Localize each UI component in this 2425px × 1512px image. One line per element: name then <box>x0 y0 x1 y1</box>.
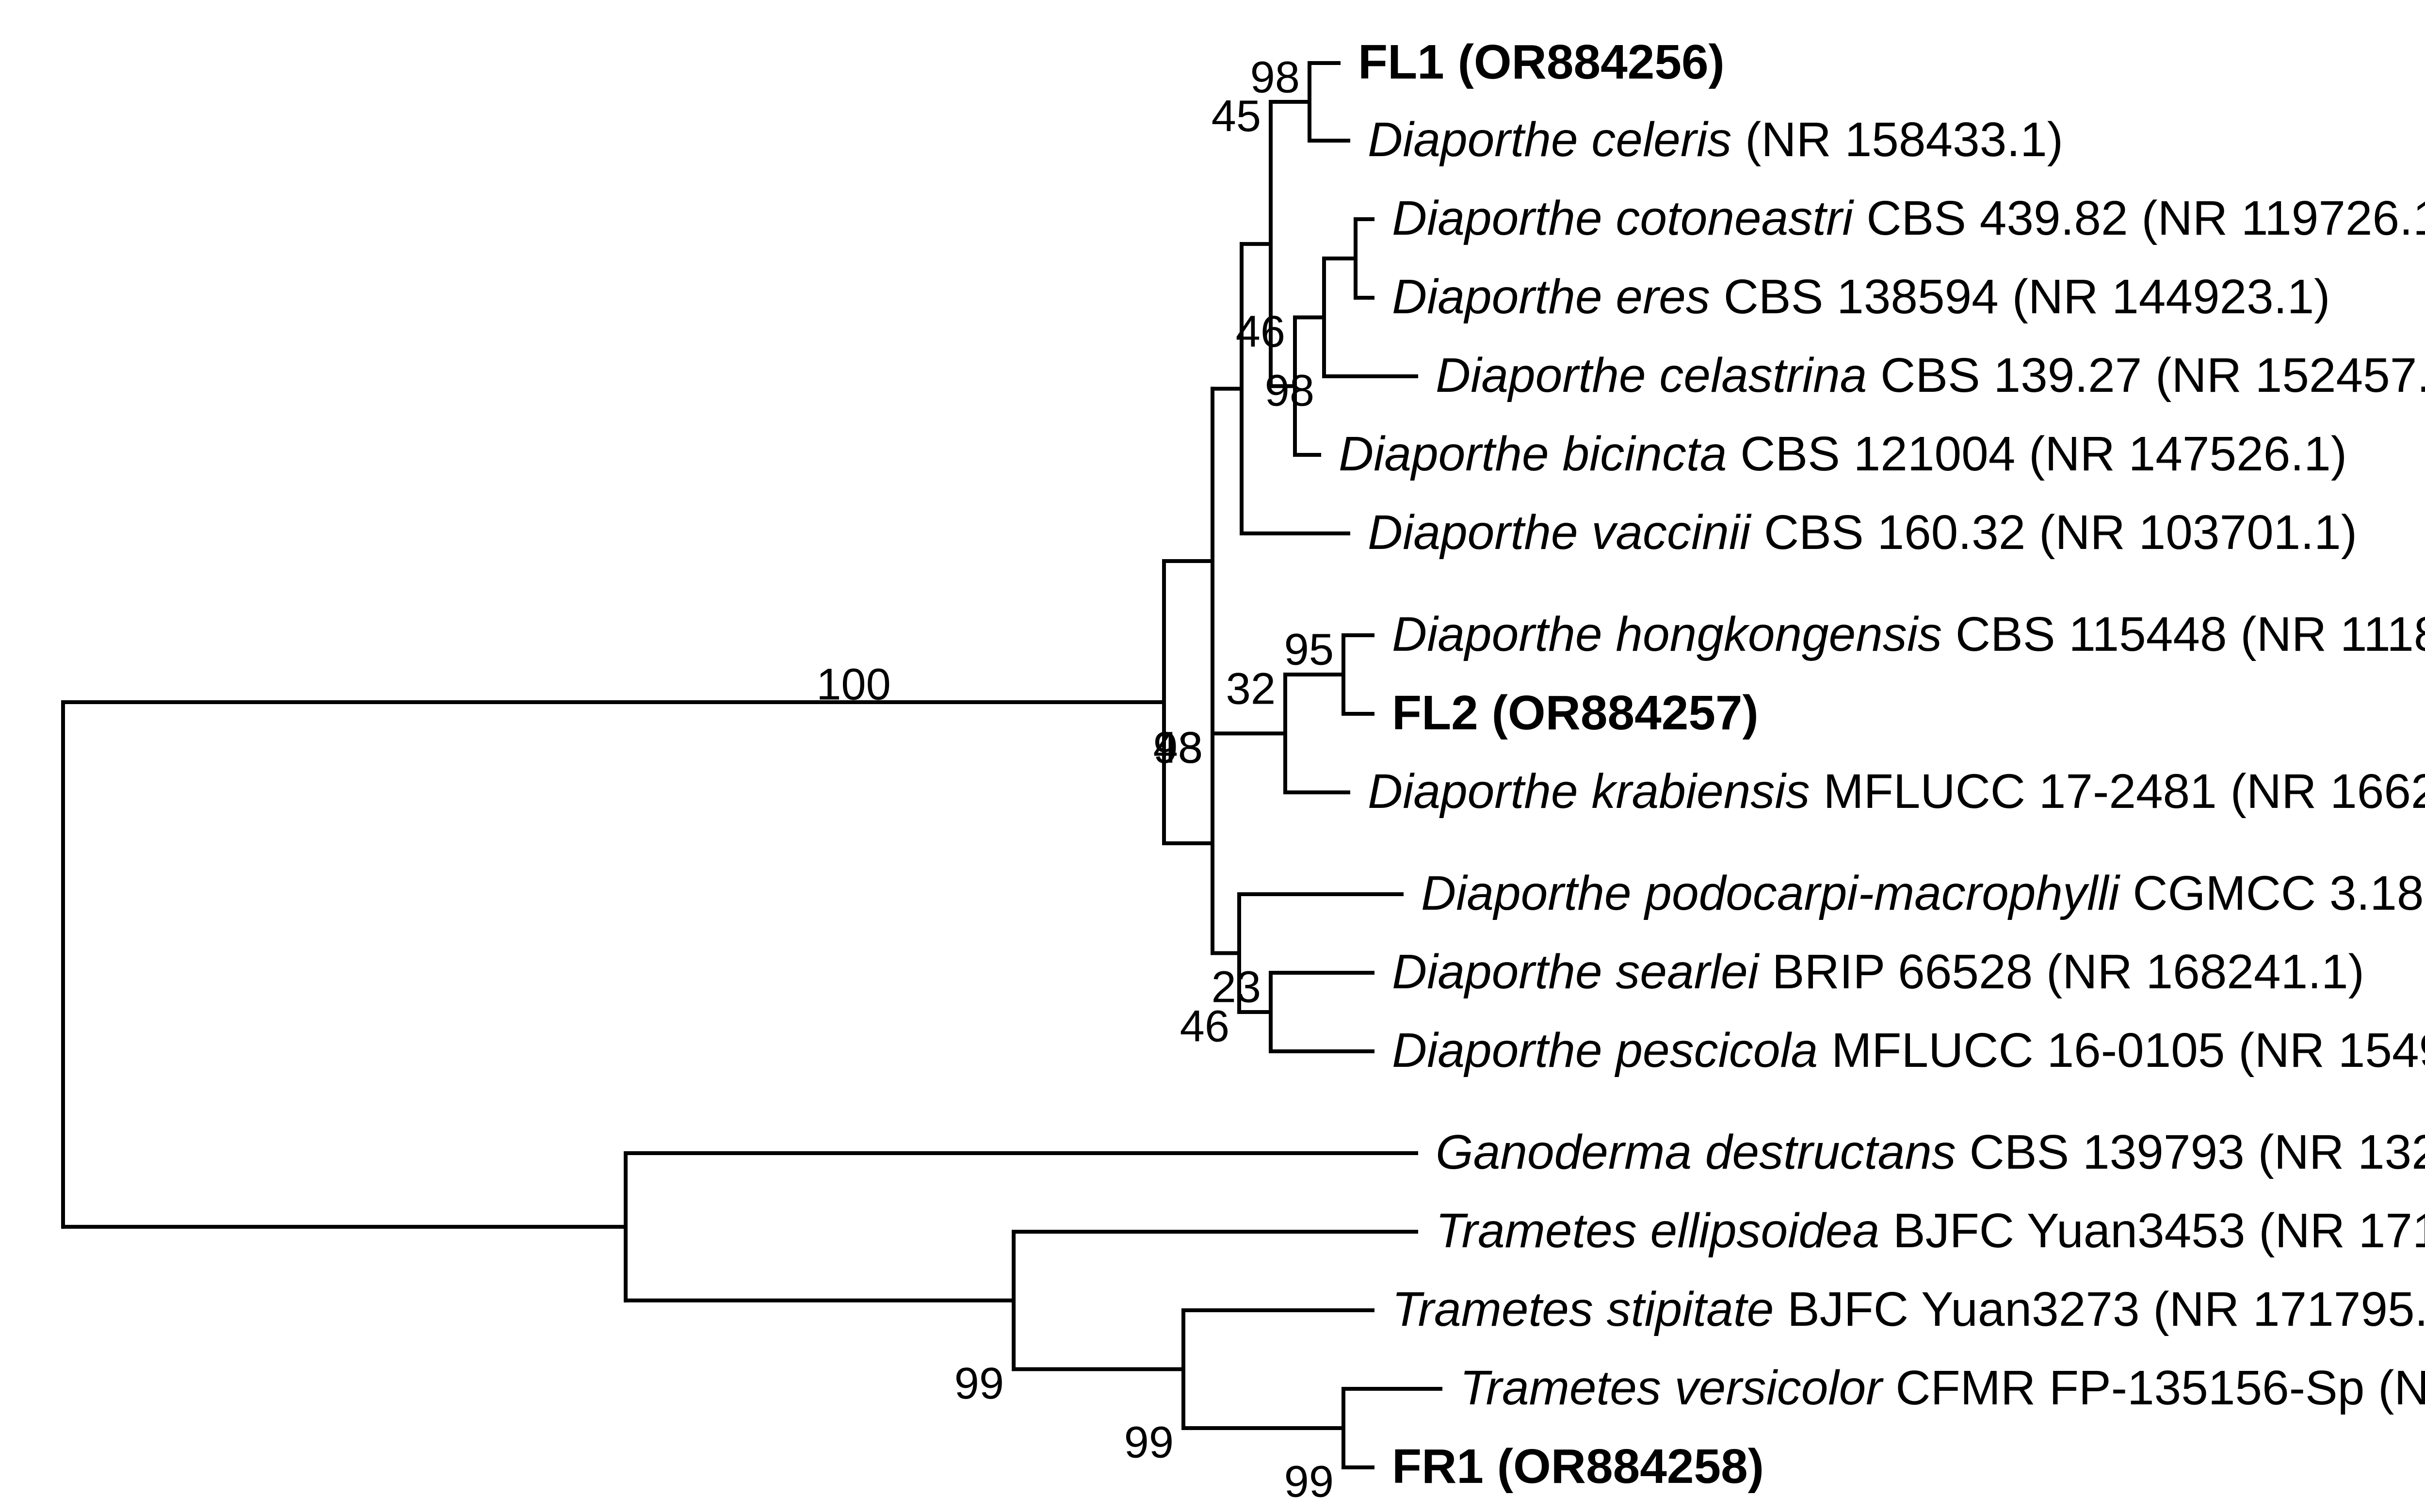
taxon-label: FR1 (OR884258) <box>1392 1439 1764 1494</box>
taxon-label: Ganoderma destructans CBS 139793 (NR 132… <box>1436 1125 2425 1179</box>
support-value: 98 <box>1153 723 1203 772</box>
taxon-label: Diaporthe pescicola MFLUCC 16-0105 (NR 1… <box>1392 1023 2425 1078</box>
support-value: 46 <box>1236 307 1285 356</box>
support-value: 99 <box>1284 1457 1334 1506</box>
taxon-label: FL1 (OR884256) <box>1358 35 1725 89</box>
taxon-label: Diaporthe hongkongensis CBS 115448 (NR 1… <box>1392 607 2425 661</box>
taxon-label: Diaporthe celeris (NR 158433.1) <box>1368 113 2063 167</box>
phylogenetic-tree: 989846459532439532234698999999100FL1 (OR… <box>0 0 2425 1512</box>
taxon-label: Diaporthe krabiensis MFLUCC 17-2481 (NR … <box>1368 764 2425 819</box>
taxon-label: Diaporthe cotoneastri CBS 439.82 (NR 119… <box>1392 191 2425 245</box>
taxon-label: Diaporthe searlei BRIP 66528 (NR 168241.… <box>1392 945 2364 999</box>
support-value: 99 <box>1124 1417 1174 1467</box>
taxon-label: Diaporthe eres CBS 138594 (NR 144923.1) <box>1392 270 2330 324</box>
support-value: 95 <box>1284 625 1334 674</box>
support-value: 45 <box>1212 91 1261 141</box>
taxon-label: Diaporthe podocarpi-macrophylli CGMCC 3.… <box>1421 866 2425 920</box>
support-value: 100 <box>816 659 891 709</box>
taxon-label: Diaporthe vaccinii CBS 160.32 (NR 103701… <box>1368 505 2357 560</box>
taxon-label: Trametes ellipsoidea BJFC Yuan3453 (NR 1… <box>1436 1204 2425 1258</box>
support-value: 32 <box>1226 664 1276 713</box>
taxon-label: Trametes stipitate BJFC Yuan3273 (NR 171… <box>1392 1282 2425 1336</box>
support-value: 99 <box>954 1359 1004 1408</box>
support-value: 98 <box>1265 366 1314 415</box>
taxon-label: FL2 (OR884257) <box>1392 686 1759 740</box>
taxon-label: Diaporthe celastrina CBS 139.27 (NR 1524… <box>1436 348 2425 402</box>
taxon-label: Diaporthe bicincta CBS 121004 (NR 147526… <box>1339 427 2347 481</box>
support-value: 46 <box>1180 1001 1229 1051</box>
taxon-label: Trametes versicolor CFMR FP-135156-Sp (N… <box>1460 1361 2425 1415</box>
